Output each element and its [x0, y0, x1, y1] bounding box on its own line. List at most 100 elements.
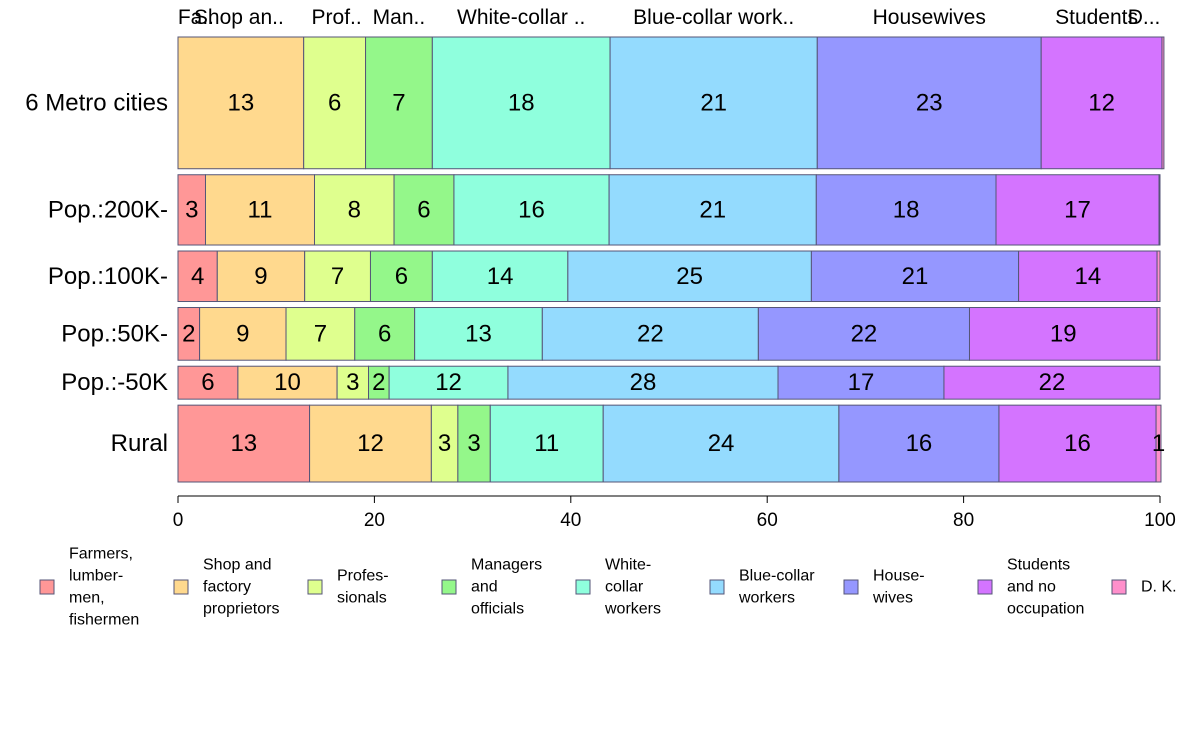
legend-label: workers — [738, 590, 795, 607]
bar-row: Pop.:-50K 6 10 3 2 12 28 17 22 — [61, 365, 1161, 400]
legend-swatch — [843, 579, 859, 595]
x-tick-label: 20 — [364, 510, 385, 531]
row-label: Pop.:100K- — [48, 263, 168, 290]
bar-segment — [303, 36, 367, 170]
bar-segment — [313, 174, 395, 246]
bar-segment — [541, 307, 759, 361]
bar-segment — [177, 404, 311, 483]
bar-segment — [1040, 36, 1163, 170]
top-category-label: Blue-collar work.. — [633, 6, 794, 29]
legend-swatch — [709, 579, 725, 595]
legend-label: collar — [605, 579, 644, 596]
legend-item: House-wives — [843, 568, 925, 607]
bar-row: Pop.:50K- 2 9 7 6 13 22 22 19 — [61, 307, 1161, 361]
segment-value-label: 4 — [191, 263, 204, 290]
bar-row: Pop.:100K- 4 9 7 6 14 25 21 14 — [48, 250, 1161, 303]
segment-value-label: 21 — [902, 263, 929, 290]
bar-segment — [453, 174, 610, 246]
bar-segment — [199, 307, 287, 361]
segment-value-label: 10 — [274, 369, 301, 396]
legend-label: factory — [203, 579, 251, 596]
legend-label: occupation — [1007, 601, 1084, 618]
legend-label: lumber- — [69, 568, 123, 585]
legend-label: proprietors — [203, 601, 279, 618]
bar-segment — [757, 307, 970, 361]
segment-value-label: 17 — [1064, 196, 1091, 223]
legend-label: Farmers, — [69, 546, 133, 563]
segment-value-label: 22 — [851, 320, 878, 347]
top-category-label: Shop an.. — [194, 6, 284, 29]
segment-value-label: 12 — [357, 430, 384, 457]
legend-label: Students — [1007, 557, 1070, 574]
legend-label: sionals — [337, 590, 387, 607]
segment-value-label: 22 — [637, 320, 664, 347]
row-label: Pop.:50K- — [61, 320, 168, 347]
legend-swatch — [39, 579, 55, 595]
segment-value-label: 7 — [314, 320, 327, 347]
segment-value-label: 7 — [392, 89, 405, 116]
legend-item: Shop and factory proprietors — [173, 557, 279, 618]
legend-label: Shop and — [203, 557, 272, 574]
segment-value-label: 24 — [708, 430, 735, 457]
segment-value-label: 17 — [848, 369, 875, 396]
legend-label: D. K. — [1141, 579, 1177, 596]
legend-item: White-collar workers — [575, 557, 661, 618]
bar-segment — [431, 36, 611, 170]
segment-value-label: 6 — [395, 263, 408, 290]
bar-segment — [204, 174, 315, 246]
segment-value-label: 2 — [372, 369, 385, 396]
bar-segment — [1156, 250, 1161, 303]
bar-row: Rural 13 12 3 3 11 24 16 16 1 — [111, 404, 1165, 483]
legend-label: and no — [1007, 579, 1056, 596]
segment-value-label: 3 — [346, 369, 359, 396]
bar-segment — [336, 365, 370, 400]
segment-value-label: 25 — [676, 263, 703, 290]
legend-label: wives — [872, 590, 913, 607]
segment-value-label: 23 — [916, 89, 943, 116]
bar-segment — [1158, 174, 1161, 246]
segment-value-label: 12 — [1088, 89, 1115, 116]
segment-value-label: 9 — [236, 320, 249, 347]
bar-segment — [777, 365, 945, 400]
bar-segment — [393, 174, 455, 246]
segment-value-label: 14 — [1074, 263, 1101, 290]
legend-item: Students and no occupation — [977, 557, 1084, 618]
segment-value-label: 13 — [465, 320, 492, 347]
segment-value-label: 2 — [182, 320, 195, 347]
legend-item: Blue-collar workers — [709, 568, 815, 607]
segment-value-label: 18 — [893, 196, 920, 223]
bar-segment — [810, 250, 1020, 303]
segment-value-label: 16 — [518, 196, 545, 223]
row-label: Pop.:-50K — [61, 369, 168, 396]
top-category-label: Students — [1055, 6, 1138, 29]
bar-row: Pop.:200K- 3 11 8 6 16 21 18 17 — [48, 174, 1161, 246]
segment-value-label: 13 — [230, 430, 257, 457]
top-category-label: Fa.. — [178, 6, 214, 29]
top-category-label: Prof.. — [312, 6, 362, 29]
legend-item: Profes-sionals — [307, 568, 389, 607]
bar-segment — [457, 404, 491, 483]
segment-value-label: 8 — [348, 196, 361, 223]
legend-label: Blue-collar — [739, 568, 815, 585]
segment-value-label: 14 — [487, 263, 514, 290]
segment-value-label: 6 — [417, 196, 430, 223]
legend-item: Managers and officials — [441, 557, 542, 618]
segment-value-label: 3 — [438, 430, 451, 457]
bar-segment — [177, 174, 206, 246]
segment-value-label: 21 — [700, 89, 727, 116]
legend-swatch — [441, 579, 457, 595]
row-label: Pop.:200K- — [48, 196, 168, 223]
bar-segment — [608, 174, 817, 246]
x-tick-label: 60 — [757, 510, 778, 531]
segment-value-label: 28 — [630, 369, 657, 396]
bar-segment — [285, 307, 356, 361]
bar-segment — [995, 174, 1160, 246]
segment-value-label: 9 — [254, 263, 267, 290]
legend-swatch — [575, 579, 591, 595]
legend-swatch — [1111, 579, 1127, 595]
segment-value-label: 11 — [534, 430, 559, 457]
legend-label: officials — [471, 601, 524, 618]
x-tick-label: 0 — [173, 510, 184, 531]
top-category-label: D... — [1128, 6, 1161, 29]
bar-segment — [177, 365, 239, 400]
